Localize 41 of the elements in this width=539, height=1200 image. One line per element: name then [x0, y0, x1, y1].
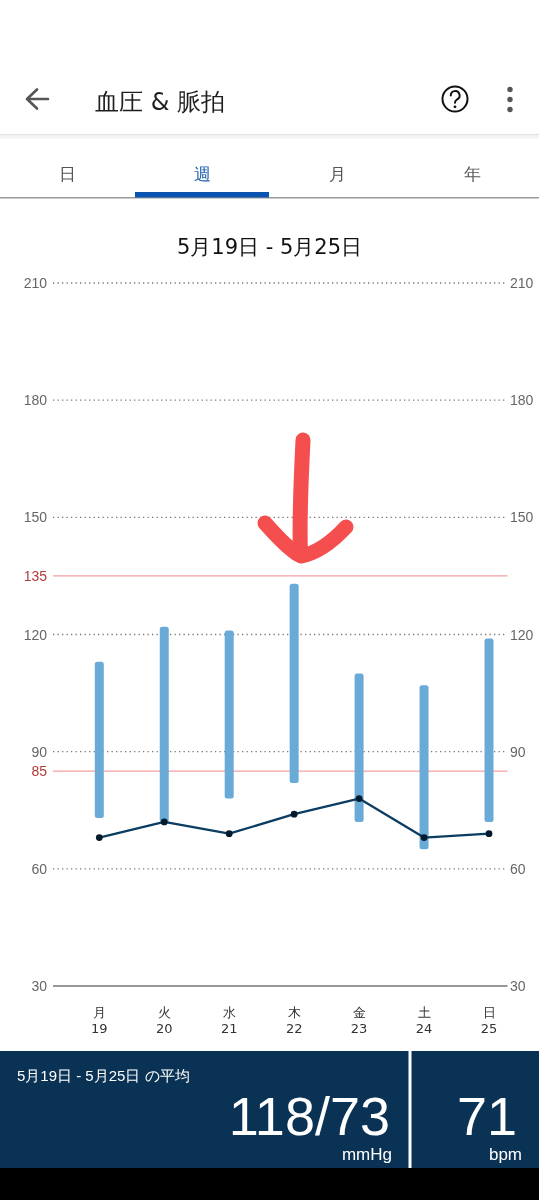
x-tick-label: 日 25 [480, 1005, 498, 1036]
text: bpm [488, 1145, 522, 1164]
y2-tick-label: 180 [510, 392, 534, 409]
y2-tick-label: 90 [510, 743, 526, 760]
y-tick-label: 90 [31, 743, 48, 760]
chart-title: 血圧 & 脈拍 [95, 88, 225, 116]
y2-tick-label: 150 [510, 509, 534, 526]
x-tick-label: 金 23 [350, 1005, 368, 1036]
bar [354, 673, 364, 822]
chart-subtitle: 5月19日 - 5月25日 [176, 235, 363, 259]
text: 月 [328, 164, 346, 184]
bar [159, 626, 169, 822]
text: 118/73 [228, 1086, 390, 1146]
bar [484, 638, 494, 822]
text: 5月19日 - 5月25日 の平均 [17, 1067, 190, 1084]
text: 週 [193, 164, 211, 184]
x-tick-label: 木 22 [285, 1005, 303, 1036]
y-tick-label: 180 [23, 392, 48, 409]
y2-tick-label: 210 [510, 275, 534, 291]
y2-tick-label: 60 [510, 860, 526, 877]
ref-line-label: 85 [31, 763, 48, 780]
text: 日 [58, 164, 76, 184]
x-tick-label: 月 19 [91, 1005, 108, 1036]
y-tick-label: 210 [23, 275, 48, 291]
bar [94, 661, 104, 819]
y-tick-label: 60 [31, 860, 48, 877]
x-tick-label: 火 20 [155, 1005, 173, 1036]
text: mmHg [341, 1145, 392, 1164]
y2-tick-label: 30 [510, 978, 526, 994]
text: 年 [463, 164, 481, 184]
ref-line-label: 135 [23, 567, 48, 584]
bar [289, 583, 299, 783]
bar [419, 685, 429, 850]
y-tick-label: 120 [23, 626, 48, 643]
y-tick-label: 30 [31, 978, 48, 994]
y-tick-label: 150 [23, 509, 48, 526]
text: 71 [456, 1086, 517, 1146]
bar [224, 630, 234, 799]
x-tick-label: 土 24 [415, 1005, 433, 1036]
x-tick-label: 水 21 [220, 1005, 238, 1036]
y2-tick-label: 120 [510, 626, 534, 643]
